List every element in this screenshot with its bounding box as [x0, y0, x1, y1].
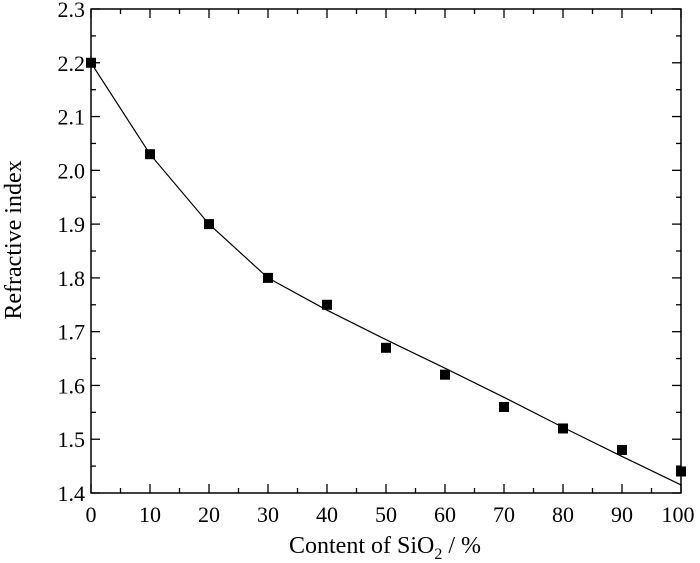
- y-tick-label: 1.6: [58, 373, 86, 398]
- x-tick-label: 10: [139, 502, 161, 527]
- x-tick-label: 70: [493, 502, 515, 527]
- y-tick-label: 2.2: [58, 51, 86, 76]
- y-tick-label: 1.7: [58, 320, 86, 345]
- data-point-marker: [499, 401, 509, 412]
- y-tick-label: 2.1: [58, 105, 86, 130]
- x-tick-label: 20: [198, 502, 220, 527]
- x-axis-title-prefix: Content of SiO: [289, 533, 434, 559]
- y-tick-label: 1.4: [58, 481, 86, 506]
- x-axis-title-subscript: 2: [434, 546, 442, 563]
- y-tick-label: 1.9: [58, 212, 86, 237]
- data-point-marker: [322, 299, 332, 310]
- y-tick-labels: 1.4 1.5 1.6 1.7 1.8 1.9 2.0 2.1 2.2 2.3: [58, 0, 86, 506]
- x-tick-label: 60: [434, 502, 456, 527]
- data-point-marker: [676, 466, 686, 477]
- y-tick-label: 1.5: [58, 427, 86, 452]
- x-tick-label: 30: [257, 502, 279, 527]
- x-tick-labels: 0 10 20 30 40 50 60 70 80 90 100: [86, 502, 695, 527]
- x-tick-label: 80: [552, 502, 574, 527]
- x-tick-label: 90: [611, 502, 633, 527]
- y-axis-title: Refractive index: [1, 160, 27, 319]
- y-tick-label: 2.0: [58, 158, 86, 183]
- fit-line: [90, 62, 682, 486]
- data-points: [86, 57, 686, 477]
- plot-border: [90, 8, 682, 494]
- y-tick-label: 2.3: [58, 0, 86, 22]
- data-point-marker: [86, 57, 96, 68]
- plot-frame: [90, 8, 682, 494]
- x-axis-title: Content of SiO2 / %: [289, 533, 481, 563]
- data-point-marker: [381, 342, 391, 353]
- data-point-marker: [145, 149, 155, 160]
- y-tick-label: 1.8: [58, 266, 86, 291]
- x-axis-title-suffix: / %: [442, 533, 481, 559]
- data-point-marker: [204, 219, 214, 230]
- data-point-marker: [440, 369, 450, 380]
- data-point-marker: [617, 444, 627, 455]
- x-tick-label: 100: [662, 502, 695, 527]
- fit-lines: [90, 62, 682, 486]
- axis-ticks: [90, 8, 682, 494]
- x-tick-label: 40: [316, 502, 338, 527]
- data-point-marker: [558, 423, 568, 434]
- x-tick-label: 50: [375, 502, 397, 527]
- x-tick-label: 0: [86, 502, 97, 527]
- data-point-marker: [263, 272, 273, 283]
